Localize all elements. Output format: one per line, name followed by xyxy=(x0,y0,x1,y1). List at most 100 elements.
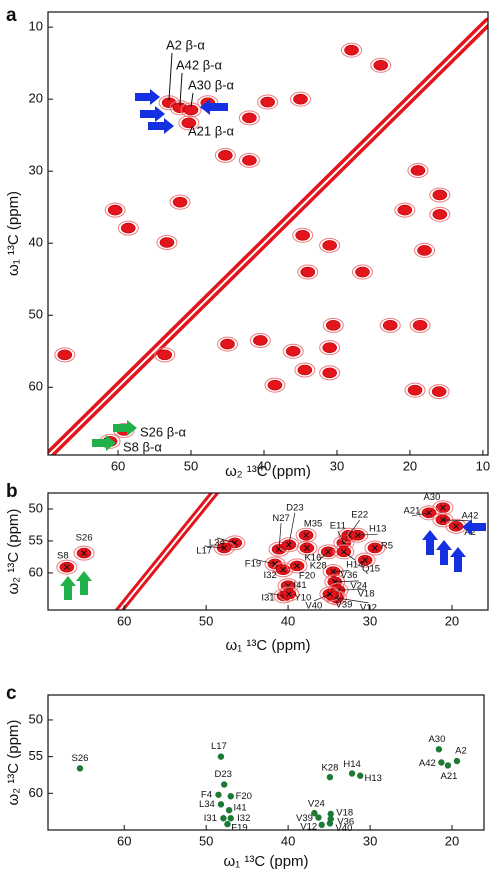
peak-contour xyxy=(322,342,337,353)
peak xyxy=(429,206,451,222)
peak xyxy=(217,336,239,352)
peak-contour xyxy=(267,379,283,391)
peak-contour xyxy=(296,540,318,556)
peak-label: A21 xyxy=(404,505,421,516)
peak-label: D23 xyxy=(286,502,303,513)
peak-label: Y10 xyxy=(294,593,311,604)
x-tick-label: 30 xyxy=(363,613,377,628)
peak-contour xyxy=(285,345,301,357)
peak xyxy=(364,540,386,556)
peak-contour xyxy=(180,102,202,118)
leader-line xyxy=(442,519,470,522)
leader-line xyxy=(204,545,225,549)
peak-contour xyxy=(286,558,308,574)
peak-contour xyxy=(431,386,447,397)
peak-contour xyxy=(333,544,355,560)
peak-contour xyxy=(154,347,176,363)
x-tick-label: 10 xyxy=(476,458,490,473)
peak-marker xyxy=(280,566,287,573)
peak-contour xyxy=(409,317,431,333)
leader-line xyxy=(267,592,285,597)
point xyxy=(311,809,318,817)
point-label: A42 xyxy=(419,758,436,769)
x-tick-label: 30 xyxy=(363,833,377,848)
annotation: S8 β-α xyxy=(123,439,162,454)
point-label: F20 xyxy=(236,791,252,802)
point-label: V12 xyxy=(300,821,317,832)
peak-contour xyxy=(322,240,337,251)
point-label: L17 xyxy=(211,741,227,752)
peak-contour xyxy=(295,230,310,241)
peak xyxy=(264,377,286,393)
peak-contour xyxy=(382,320,398,331)
peak xyxy=(319,237,341,253)
point-label: H13 xyxy=(365,773,382,784)
leader-line xyxy=(337,530,345,544)
peak-contour xyxy=(214,147,236,163)
peak-contour xyxy=(157,349,173,361)
peak-contour xyxy=(238,152,260,168)
peak xyxy=(341,42,363,58)
peak xyxy=(319,340,341,356)
point-label: V40 xyxy=(335,823,352,834)
point xyxy=(435,746,443,753)
peak xyxy=(409,317,431,333)
plot-frame xyxy=(47,492,489,611)
y-tick-label: 55 xyxy=(29,748,43,763)
peak xyxy=(214,147,236,163)
peak-contour xyxy=(432,209,448,220)
peak-contour xyxy=(319,340,341,356)
peak-contour xyxy=(242,112,257,124)
peak-marker xyxy=(327,591,333,597)
peak xyxy=(351,264,373,280)
peak-marker xyxy=(426,509,432,516)
y-tick-label: 40 xyxy=(29,235,43,250)
y-tick-label: 60 xyxy=(29,564,43,579)
peak-label: I32 xyxy=(264,570,277,581)
y-tick-label: 50 xyxy=(29,711,43,726)
peak-marker xyxy=(440,504,446,511)
leader-line xyxy=(288,512,296,545)
peak-contour xyxy=(213,540,235,556)
peak-contour xyxy=(159,237,175,248)
point xyxy=(444,762,452,769)
peak-label: N27 xyxy=(272,513,289,524)
peak-contour xyxy=(397,204,413,216)
peak xyxy=(322,317,344,333)
peak-contour xyxy=(417,245,432,256)
peak-marker xyxy=(294,563,300,569)
point-label: F4 xyxy=(201,789,212,800)
peak-contour xyxy=(364,540,386,556)
point-label: L34 xyxy=(199,799,215,810)
peak-contour xyxy=(373,60,389,71)
peak-contour xyxy=(220,338,235,350)
point-label: H14 xyxy=(343,759,360,770)
peak xyxy=(429,187,451,203)
annotation: A21 β-α xyxy=(188,123,235,138)
peak-contour xyxy=(293,93,308,105)
peak xyxy=(169,194,191,210)
peak-marker xyxy=(221,545,228,551)
y-tick-label: 60 xyxy=(29,785,43,800)
point xyxy=(318,821,325,829)
peak-contour xyxy=(355,266,370,278)
peak xyxy=(286,558,308,574)
panel-label: a xyxy=(6,5,17,26)
point xyxy=(357,772,364,779)
peak-contour xyxy=(297,264,319,280)
peak xyxy=(295,527,317,543)
point xyxy=(315,814,322,821)
peak-contour xyxy=(344,44,359,56)
point xyxy=(326,773,334,781)
peak-marker xyxy=(345,532,352,539)
peak-contour xyxy=(260,96,275,108)
leader-line xyxy=(216,537,235,544)
annotation: S26 β-α xyxy=(140,424,187,439)
peak xyxy=(178,115,200,131)
x-tick-label: 50 xyxy=(199,833,213,848)
peak-contour xyxy=(354,552,376,568)
peak xyxy=(238,110,260,126)
peak xyxy=(278,586,300,602)
peak-contour xyxy=(429,206,451,222)
